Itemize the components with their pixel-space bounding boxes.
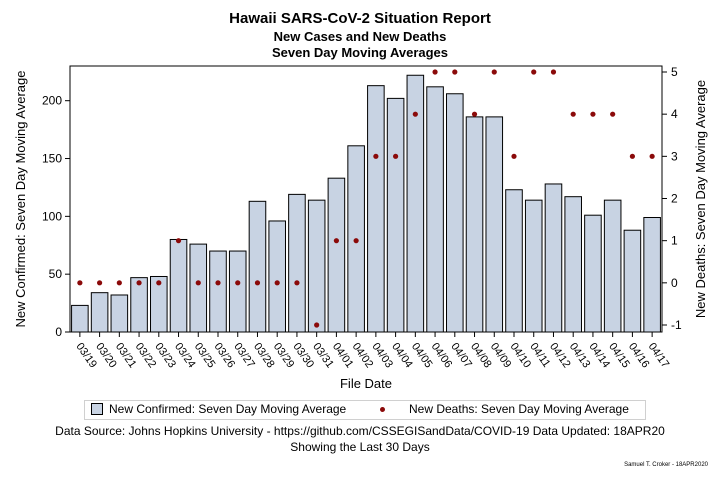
footer-range: Showing the Last 30 Days: [290, 440, 430, 454]
bar: [248, 200, 267, 333]
bar: [71, 304, 89, 333]
bar: [110, 294, 129, 333]
death-marker: [452, 69, 458, 75]
x-axis-title: File Date: [340, 376, 392, 391]
death-marker: [116, 280, 122, 286]
death-marker: [333, 238, 339, 244]
death-marker: [590, 111, 596, 117]
right-axis-tick-label: 2: [671, 192, 678, 206]
bar: [130, 277, 148, 333]
left-axis-tick-label: 200: [42, 94, 62, 108]
legend-label-deaths: New Deaths: Seven Day Moving Average: [409, 402, 629, 416]
bar: [209, 250, 227, 333]
bar: [307, 199, 326, 333]
death-marker: [215, 280, 221, 286]
right-axis-tick-label: 5: [671, 65, 678, 79]
x-axis-tick-label: 04/11: [527, 341, 552, 370]
bar: [228, 250, 247, 333]
bar: [169, 238, 188, 333]
bar: [505, 189, 523, 333]
legend-label-cases: New Confirmed: Seven Day Moving Average: [109, 402, 347, 416]
death-marker: [373, 153, 379, 159]
bar: [485, 116, 504, 333]
bar: [426, 86, 444, 333]
bar: [90, 292, 109, 333]
death-marker: [175, 238, 182, 244]
death-marker: [235, 280, 241, 286]
bar: [623, 229, 642, 333]
death-marker: [274, 280, 280, 286]
death-marker: [254, 280, 261, 286]
left-axis-tick-label: 150: [42, 152, 62, 166]
bar: [603, 199, 622, 333]
legend-item-deaths: New Deaths: Seven Day Moving Average: [380, 402, 629, 416]
left-axis-title: New Confirmed: Seven Day Moving Average: [13, 71, 28, 328]
chart-subtitle-2: Seven Day Moving Averages: [271, 45, 449, 60]
left-axis-tick-label: 100: [42, 209, 62, 223]
right-axis-tick-label: -1: [671, 318, 682, 332]
death-marker: [491, 69, 497, 75]
bar: [268, 220, 286, 333]
death-marker: [77, 280, 83, 286]
bar: [367, 85, 385, 333]
right-axis-tick-label: 4: [671, 107, 678, 121]
death-marker: [353, 238, 359, 244]
death-marker: [195, 280, 201, 286]
legend-marker-dot: [380, 406, 385, 412]
bar: [465, 116, 484, 333]
legend-swatch-bar: [91, 403, 103, 415]
death-marker: [511, 153, 517, 159]
death-marker: [156, 280, 162, 286]
bar: [446, 93, 464, 333]
death-marker: [550, 69, 557, 75]
death-marker: [294, 280, 300, 286]
bar: [524, 199, 543, 333]
right-axis-title: New Deaths: Seven Day Moving Average: [693, 80, 708, 318]
left-axis-tick-label: 0: [55, 325, 62, 339]
bar: [288, 193, 306, 333]
death-marker: [97, 280, 103, 286]
bar: [564, 196, 582, 333]
bar: [327, 177, 346, 333]
death-marker: [412, 111, 418, 117]
death-marker: [531, 69, 537, 75]
bar: [544, 183, 563, 333]
death-marker: [432, 69, 438, 75]
chart-plot: 050100150200-101234503/1903/2003/2103/22…: [13, 65, 708, 391]
death-marker: [570, 111, 576, 117]
death-marker: [136, 280, 142, 286]
bar: [386, 97, 405, 333]
chart-title: Hawaii SARS-CoV-2 Situation Report: [229, 10, 491, 27]
death-marker: [649, 153, 655, 159]
footer-source: Data Source: Johns Hopkins University - …: [55, 424, 665, 438]
right-axis-tick-label: 0: [671, 276, 678, 290]
bar: [643, 217, 661, 333]
death-marker: [314, 322, 320, 328]
legend-item-cases: New Confirmed: Seven Day Moving Average: [91, 402, 346, 416]
death-marker: [629, 153, 636, 159]
chart-subtitle-1: New Cases and New Deaths: [273, 29, 447, 44]
bar: [584, 214, 602, 333]
bar: [189, 243, 208, 333]
chart-legend: New Confirmed: Seven Day Moving Average …: [84, 400, 646, 420]
right-axis-tick-label: 1: [671, 234, 678, 248]
death-marker: [610, 111, 616, 117]
death-marker: [393, 153, 399, 159]
death-marker: [471, 111, 478, 117]
left-axis-tick-label: 50: [49, 267, 63, 281]
footer-credit: Samuel T. Croker - 18APR2020: [624, 462, 708, 468]
right-axis-tick-label: 3: [671, 149, 678, 163]
x-axis-tick-label: 04/17: [646, 341, 672, 370]
